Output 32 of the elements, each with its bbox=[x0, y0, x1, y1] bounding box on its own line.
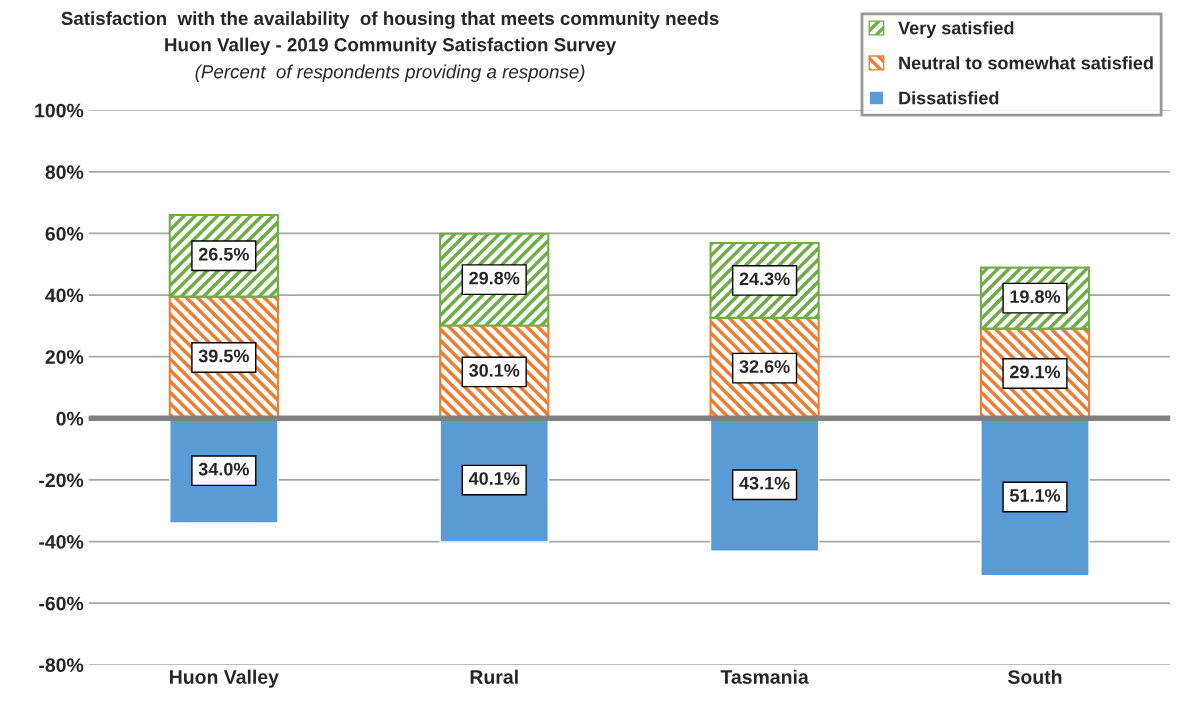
legend-label: Neutral to somewhat satisfied bbox=[899, 56, 1153, 70]
y-tick-label: 80% bbox=[45, 165, 84, 180]
data-label: 43.1% bbox=[739, 476, 790, 490]
y-tick-label: 20% bbox=[45, 350, 84, 364]
data-label: 39.5% bbox=[198, 349, 249, 363]
x-tick-label: South bbox=[1008, 669, 1062, 684]
y-tick-label: -80% bbox=[39, 658, 84, 673]
x-tick-label: Tasmania bbox=[720, 669, 809, 684]
data-label: 29.1% bbox=[1010, 365, 1061, 379]
chart-subtitle: Huon Valley - 2019 Community Satisfaction Survey bbox=[165, 37, 617, 56]
text: (Percent of respondents providing a response) bbox=[195, 64, 585, 83]
data-label: 29.8% bbox=[469, 271, 520, 285]
data-label: 26.5% bbox=[198, 247, 249, 261]
y-tick-label: 100% bbox=[35, 103, 84, 118]
y-tick-label: 40% bbox=[45, 288, 84, 303]
data-label: 24.3% bbox=[739, 272, 790, 286]
y-tick-label: 60% bbox=[45, 226, 84, 241]
data-label: 19.8% bbox=[1010, 290, 1061, 303]
data-label: 51.1% bbox=[1009, 489, 1061, 502]
legend-label: Dissatisfied bbox=[899, 91, 999, 105]
y-tick-label: -60% bbox=[39, 596, 84, 611]
x-tick-label: Huon Valley bbox=[170, 669, 279, 688]
chart-title: Satisfaction with the availability of housing that meets community needs bbox=[61, 11, 719, 29]
data-label: 40.1% bbox=[468, 472, 520, 485]
data-label: 34.0% bbox=[198, 462, 249, 476]
x-tick-label: Rural bbox=[470, 669, 518, 684]
y-tick-label: 0% bbox=[56, 411, 84, 426]
legend-label: Very satisfied bbox=[898, 21, 1014, 39]
y-tick-label: -20% bbox=[39, 473, 84, 488]
data-label: 30.1% bbox=[469, 364, 520, 377]
y-tick-label: -40% bbox=[39, 535, 84, 549]
data-label: 32.6% bbox=[739, 360, 790, 373]
